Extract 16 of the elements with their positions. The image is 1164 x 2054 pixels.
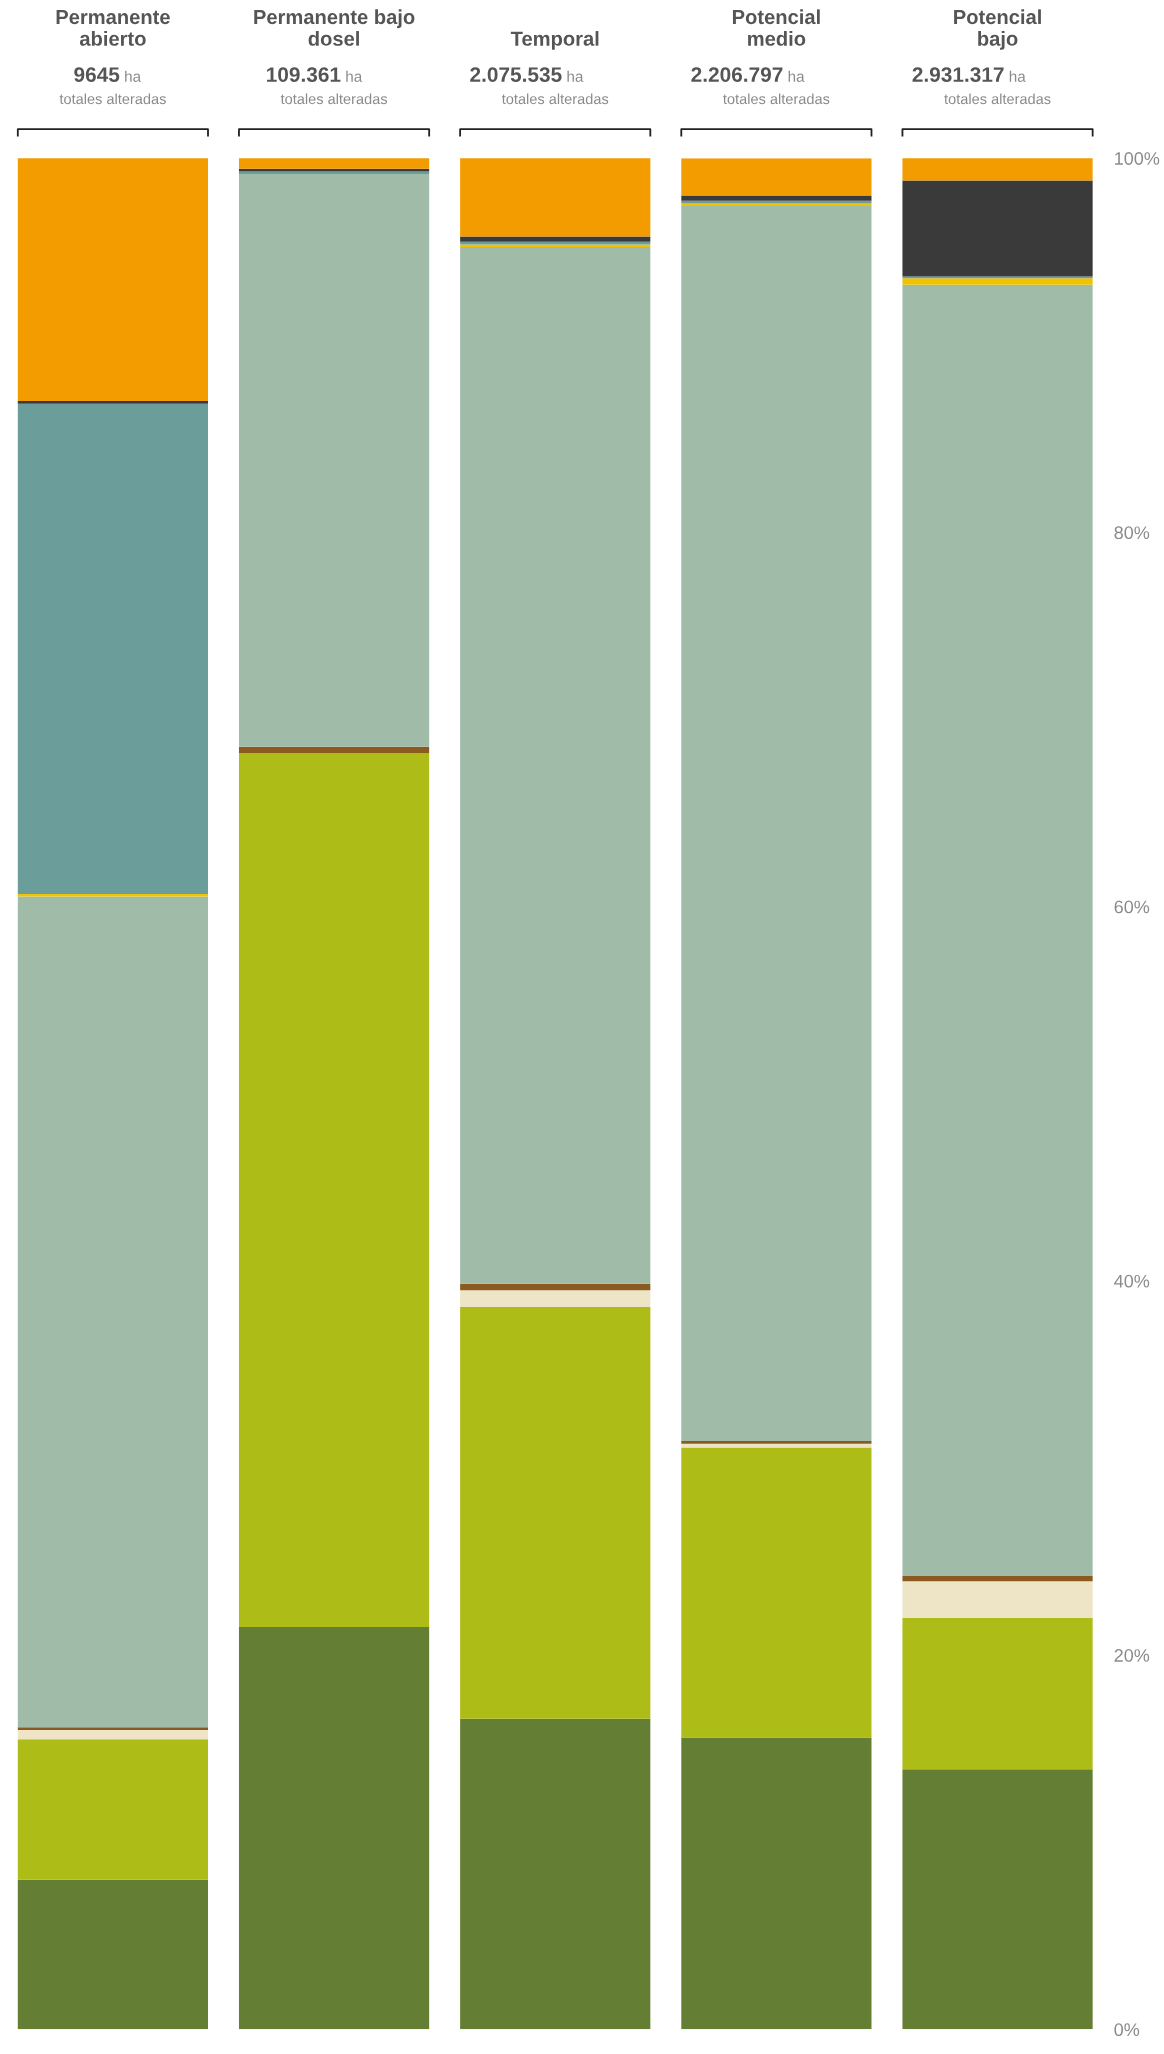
x-tick-label: Temporal: [510, 31, 599, 50]
y-tick-label: 60%: [1114, 900, 1150, 914]
y-tick-label: 80%: [1114, 526, 1150, 540]
text: 2.206.797 ha totales alteradas: [691, 67, 830, 105]
text: 2.075.535 ha totales alteradas: [470, 67, 609, 105]
text: 9645 ha totales alteradas: [59, 67, 166, 105]
y-tick-label: 100%: [1115, 152, 1160, 165]
x-tick-label: Permanente abierto: [56, 10, 170, 46]
text: 109.361 ha totales alteradas: [267, 67, 388, 105]
x-tick-label: Potencial medio: [732, 9, 820, 46]
y-tick-label: 40%: [1114, 1274, 1150, 1288]
y-tick-label: 20%: [1114, 1649, 1150, 1662]
x-tick-label: Permanente bajo dosel: [254, 9, 415, 46]
x-tick-label: Potencial bajo: [954, 9, 1041, 50]
text: 2.931.317 ha totales alteradas: [912, 67, 1051, 105]
y-tick-label: 0%: [1114, 2023, 1140, 2037]
